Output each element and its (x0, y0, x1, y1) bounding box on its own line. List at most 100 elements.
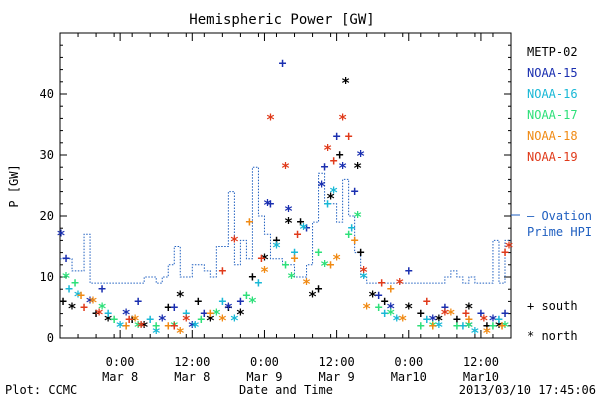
y-axis-label: P [GW] (7, 164, 21, 207)
data-point-north: * (341, 74, 350, 92)
y-tick-label: 30 (40, 148, 54, 162)
data-point-south: + (501, 246, 509, 261)
data-point-north: * (392, 312, 401, 330)
data-point-north: * (353, 159, 362, 177)
data-point-south: + (218, 264, 226, 279)
data-point-north: * (284, 214, 293, 232)
data-point-south: + (77, 288, 85, 303)
data-point-north: * (260, 263, 269, 281)
y-tick-label: 20 (40, 209, 54, 223)
data-point-south: + (324, 197, 332, 212)
data-point-north: * (404, 300, 413, 318)
data-point-north: * (482, 324, 491, 342)
data-point-south: + (164, 319, 172, 334)
data-point-north: * (287, 269, 296, 287)
footer-left: Plot: CCMC (5, 383, 77, 397)
data-point-north: * (212, 306, 221, 324)
data-point-north: * (182, 312, 191, 330)
data-point-north: * (464, 318, 473, 336)
data-point-north: * (260, 251, 269, 269)
data-point-north: * (446, 306, 455, 324)
data-point-south: + (170, 301, 178, 316)
data-point-north: * (170, 318, 179, 336)
data-point-south: + (224, 301, 232, 316)
data-point-south: + (489, 319, 497, 334)
data-point-south: + (357, 246, 365, 261)
data-point-north: * (89, 293, 98, 311)
data-point-south: + (315, 246, 323, 261)
data-point-north: * (434, 318, 443, 336)
data-point-north: * (359, 263, 368, 281)
x-tick-time: 12:00 (174, 355, 210, 369)
data-point-north: * (68, 300, 77, 318)
x-tick-time: 0:00 (394, 355, 423, 369)
data-point-south: + (462, 307, 470, 322)
data-point-north: * (218, 312, 227, 330)
legend-entry: NOAA-16 (527, 87, 578, 101)
x-tick-date: Mar 8 (102, 370, 138, 384)
data-point-south: + (282, 258, 290, 273)
data-point-north: * (104, 312, 113, 330)
data-point-south: + (351, 233, 359, 248)
data-point-north: * (176, 287, 185, 305)
data-point-north: * (500, 318, 509, 336)
x-tick-date: Mar 9 (319, 370, 355, 384)
x-axis-label: Date and Time (239, 383, 333, 397)
y-tick-label: 0 (47, 331, 54, 345)
data-point-north: * (428, 312, 437, 330)
chart-title: Hemispheric Power [GW] (189, 12, 374, 28)
data-point-north: * (86, 293, 95, 311)
data-point-south: + (122, 319, 130, 334)
data-point-south: + (194, 294, 202, 309)
marker-legend-entry: + south (527, 299, 578, 313)
data-point-south: + (62, 252, 70, 267)
x-tick-time: 12:00 (463, 355, 499, 369)
data-point-south: + (405, 264, 413, 279)
data-point-south: + (218, 294, 226, 309)
data-point-south: + (170, 319, 178, 334)
data-point-north: * (395, 275, 404, 293)
data-point-south: + (197, 313, 205, 328)
data-point-north: * (230, 232, 239, 250)
data-point-south: + (381, 307, 389, 322)
x-tick-date: Mar 9 (246, 370, 282, 384)
data-point-south: + (441, 301, 449, 316)
data-point-south: + (98, 282, 106, 297)
data-point-north: * (266, 110, 275, 128)
data-point-north: * (464, 300, 473, 318)
data-point-south: + (387, 282, 395, 297)
data-point-south: + (417, 307, 425, 322)
data-point-south: + (294, 227, 302, 242)
y-axis: 0 10 20 30 40 (40, 44, 511, 345)
data-point-south: + (291, 246, 299, 261)
data-point-north: * (326, 190, 335, 208)
data-point-north: * (320, 257, 329, 275)
x-tick-date: Mar10 (463, 370, 499, 384)
data-point-south: + (459, 319, 467, 334)
data-point-south: + (206, 307, 214, 322)
data-point-south: + (267, 197, 275, 212)
data-point-south: + (375, 301, 383, 316)
legend: METP-02 NOAA-15 NOAA-16 NOAA-17 NOAA-18 NOAA-… (527, 45, 578, 164)
data-point-south: + (200, 307, 208, 322)
data-point-south: + (71, 276, 79, 291)
data-point-south: + (104, 307, 112, 322)
data-point-south: + (164, 301, 172, 316)
data-point-south: + (417, 319, 425, 334)
data-point-south: + (381, 294, 389, 309)
data-point-north: * (248, 293, 257, 311)
data-point-north: * (338, 110, 347, 128)
data-point-south: + (258, 252, 266, 267)
data-point-north: * (398, 312, 407, 330)
data-point-north: * (428, 318, 437, 336)
data-point-north: * (224, 300, 233, 318)
data-point-south: + (498, 319, 506, 334)
data-point-south: + (423, 313, 431, 328)
data-point-north: * (359, 269, 368, 287)
data-point-north: * (368, 287, 377, 305)
data-point-north: * (338, 159, 347, 177)
data-point-south: + (255, 276, 263, 291)
data-point-north: * (140, 318, 149, 336)
